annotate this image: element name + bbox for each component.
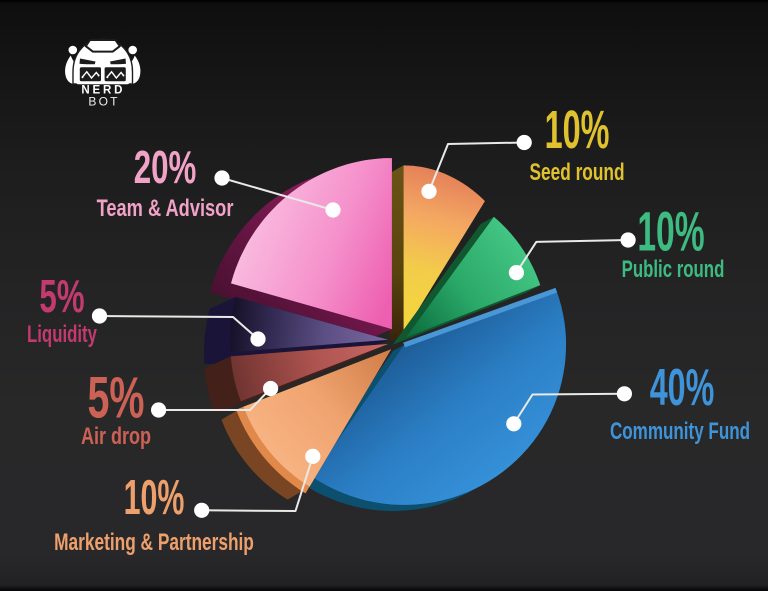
svg-text:NERD: NERD <box>81 85 125 97</box>
svg-text:BOT: BOT <box>88 95 119 109</box>
